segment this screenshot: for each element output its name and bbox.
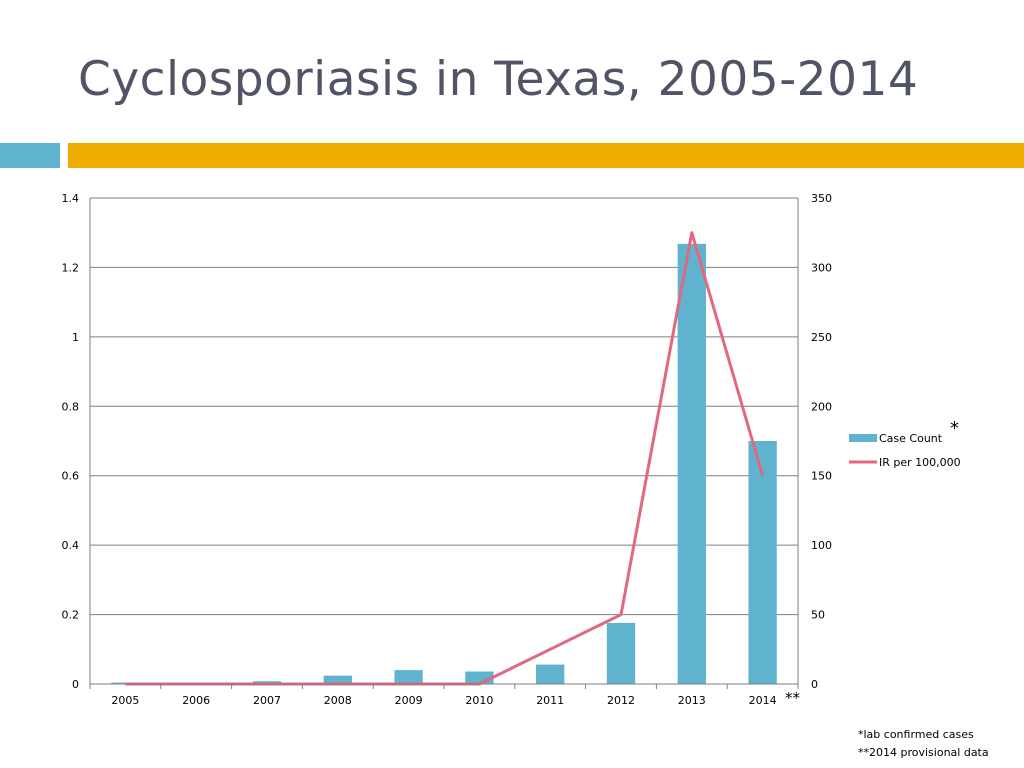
y-right-tick-label: 100 <box>811 539 832 552</box>
bar-case-count <box>606 622 636 684</box>
y-right-tick-label: 0 <box>811 678 818 691</box>
x-tick-label: 2008 <box>324 694 352 707</box>
bar-case-count <box>323 675 352 684</box>
y-right-tick-label: 150 <box>811 470 832 483</box>
x-tick-label: 2010 <box>465 694 493 707</box>
legend-label-ir: IR per 100,000 <box>879 456 961 469</box>
x-tick-label: 2011 <box>536 694 564 707</box>
line-ir-per-100k <box>125 231 765 686</box>
y-right-tick-label: 300 <box>811 261 832 274</box>
y-left-tick-label: 1.2 <box>62 261 80 274</box>
y-left-tick-label: 0 <box>72 678 79 691</box>
slide-title: Cyclosporiasis in Texas, 2005-2014 <box>78 52 919 107</box>
legend: * Case Count IR per 100,000 <box>849 418 961 469</box>
bar-case-count <box>536 664 565 684</box>
accent-bar-gold <box>68 143 1024 168</box>
x-tick-label: 2007 <box>253 694 281 707</box>
legend-label-case-count: Case Count <box>879 432 943 445</box>
y-left-tick-label: 1.4 <box>62 192 80 205</box>
x-tick-label: 2005 <box>111 694 139 707</box>
footnote-lab-confirmed: *lab confirmed cases <box>858 728 974 741</box>
y-left-tick-label: 1 <box>72 331 79 344</box>
x-axis-marker: ** <box>785 689 801 707</box>
legend-marker: * <box>950 418 959 439</box>
bar-case-count <box>677 243 706 684</box>
bar-case-count <box>394 670 423 684</box>
bar-series <box>111 243 777 684</box>
accent-bar-blue <box>0 143 60 168</box>
y-left-tick-label: 0.8 <box>62 400 80 413</box>
y-right-tick-label: 50 <box>811 609 825 622</box>
y-left-tick-label: 0.6 <box>62 470 80 483</box>
x-tick-label: 2014 <box>749 694 777 707</box>
y-right-tick-label: 250 <box>811 331 832 344</box>
y-right-tick-label: 200 <box>811 400 832 413</box>
footnote-provisional: **2014 provisional data <box>858 746 989 759</box>
x-tick-label: 2012 <box>607 694 635 707</box>
y-left-tick-label: 0.4 <box>62 539 80 552</box>
x-tick-label: 2013 <box>678 694 706 707</box>
legend-swatch-bar <box>849 434 877 442</box>
x-tick-label: 2009 <box>395 694 423 707</box>
y-left-tick-label: 0.2 <box>62 609 80 622</box>
y-right-tick-label: 350 <box>811 192 832 205</box>
bar-case-count <box>111 682 140 684</box>
axes: 0 0 0.2 50 0.4 100 0.6 150 0.8 200 1 250 1.2 300 1.4 35… <box>62 192 833 707</box>
line-series <box>125 231 765 686</box>
bar-case-count <box>748 441 777 684</box>
x-tick-label: 2006 <box>182 694 210 707</box>
